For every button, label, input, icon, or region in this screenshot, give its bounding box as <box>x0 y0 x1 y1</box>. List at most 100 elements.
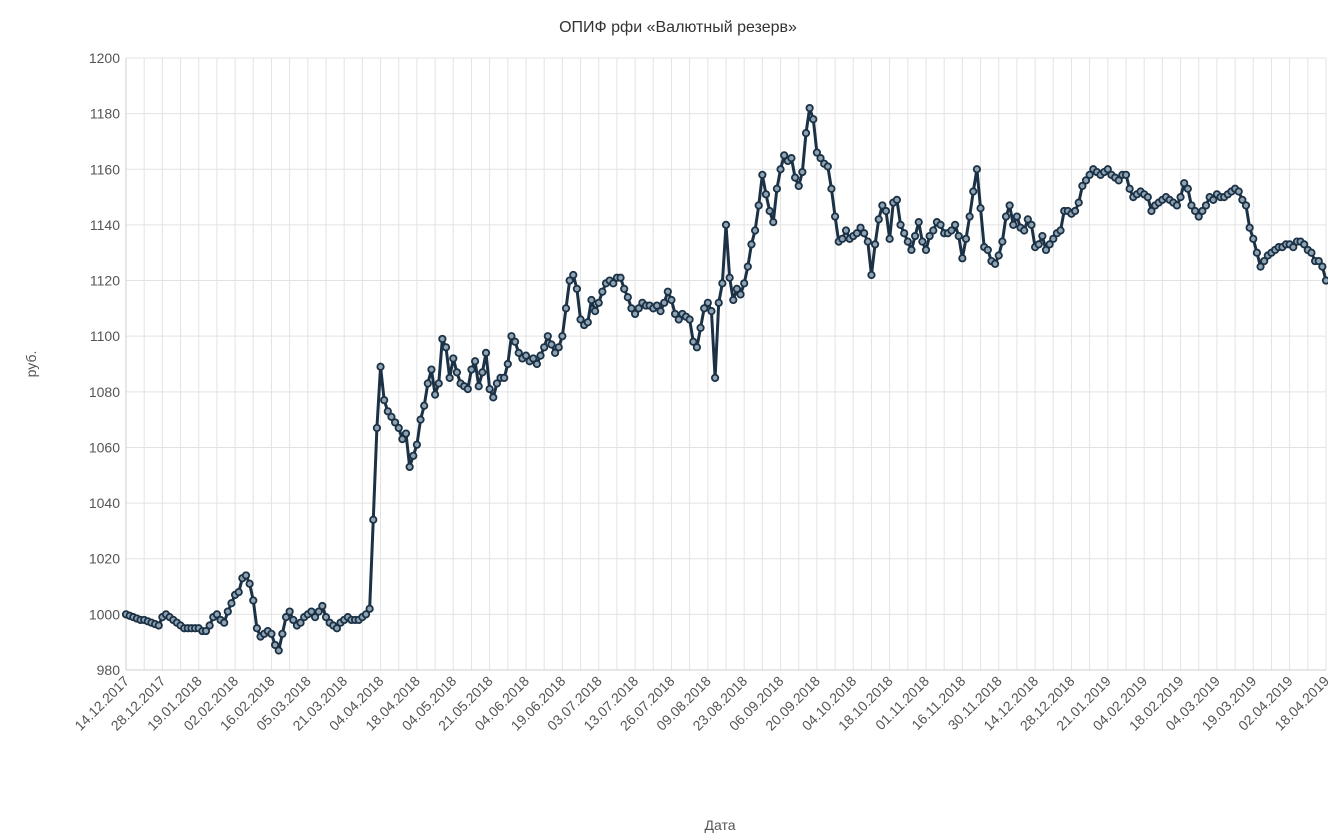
data-point <box>994 251 1003 260</box>
data-point <box>576 315 585 324</box>
data-point <box>481 348 491 357</box>
data-point <box>1289 243 1298 252</box>
data-point <box>405 462 414 472</box>
data-point <box>241 571 251 580</box>
data-point <box>1023 215 1032 224</box>
data-point <box>1249 234 1258 243</box>
data-point <box>492 379 502 388</box>
data-point <box>998 237 1007 246</box>
data-point <box>550 348 560 357</box>
data-point <box>830 212 840 221</box>
data-point <box>972 165 982 174</box>
data-point <box>332 624 342 633</box>
data-point <box>805 103 814 113</box>
data-point <box>1078 181 1087 191</box>
data-point <box>590 307 600 316</box>
data-point <box>1114 176 1123 185</box>
data-point <box>809 115 818 124</box>
data-point <box>1187 201 1196 210</box>
data-point <box>561 304 571 313</box>
data-point <box>423 379 432 388</box>
data-point <box>267 629 276 638</box>
data-point <box>667 295 676 305</box>
data-point <box>660 298 669 307</box>
data-point <box>950 220 960 230</box>
data-point <box>296 618 305 627</box>
data-point <box>398 435 407 444</box>
data-point <box>572 284 582 293</box>
data-point <box>965 212 974 221</box>
data-point <box>510 337 520 346</box>
data-point <box>478 368 487 377</box>
data-point <box>736 290 745 299</box>
data-point <box>718 279 727 288</box>
data-point <box>252 624 262 633</box>
data-point <box>729 295 738 305</box>
data-point <box>234 588 243 597</box>
data-point <box>1318 262 1327 271</box>
data-point <box>1245 223 1254 232</box>
data-point <box>281 613 291 622</box>
data-point <box>365 604 374 613</box>
data-point <box>827 184 836 193</box>
data-point <box>1198 206 1207 216</box>
data-point <box>1081 176 1091 185</box>
data-point <box>227 599 236 608</box>
data-point <box>1143 192 1152 202</box>
data-point <box>616 273 625 282</box>
data-point <box>863 237 872 246</box>
data-point <box>1038 231 1047 241</box>
data-point <box>1056 226 1065 235</box>
data-point <box>278 629 287 638</box>
data-point <box>732 284 742 293</box>
data-point <box>289 615 298 625</box>
data-point <box>1183 184 1192 193</box>
data-point <box>212 610 222 619</box>
data-point <box>1300 240 1309 249</box>
data-point <box>947 226 956 235</box>
data-point <box>587 295 596 305</box>
x-gridlines <box>125 58 1327 670</box>
data-point <box>1085 170 1094 179</box>
data-point <box>540 343 549 352</box>
y-tick-labels: 980 1000 1020 1040 1060 1080 1100 1120 1140 1160 1… <box>89 50 120 678</box>
data-point <box>507 332 516 341</box>
data-point <box>1180 179 1189 188</box>
data-point <box>452 368 462 377</box>
data-point <box>721 220 731 230</box>
data-point <box>914 218 923 227</box>
data-point <box>1074 198 1083 207</box>
data-point <box>725 273 734 282</box>
data-point <box>990 259 1000 268</box>
data-point <box>583 318 592 327</box>
data-point <box>1176 192 1185 202</box>
data-point <box>794 181 803 191</box>
data-point <box>798 167 807 177</box>
data-point <box>220 618 229 627</box>
data-point <box>201 626 211 636</box>
data-point <box>438 334 447 344</box>
data-point <box>1321 276 1328 285</box>
data-point <box>1194 212 1203 221</box>
y-tick-label: 1020 <box>89 551 120 567</box>
data-point <box>270 640 280 650</box>
data-point <box>765 206 774 216</box>
data-point <box>416 415 425 424</box>
data-point <box>976 204 985 213</box>
data-point <box>467 365 476 374</box>
data-point <box>983 245 992 255</box>
y-tick-label: 1100 <box>90 328 120 344</box>
data-point <box>529 354 538 363</box>
data-point <box>500 373 509 383</box>
y-tick-label: 1060 <box>89 439 120 455</box>
data-point <box>543 332 552 341</box>
data-point <box>430 390 440 399</box>
data-point <box>598 287 607 296</box>
data-point <box>1020 226 1029 235</box>
data-point <box>1034 240 1043 249</box>
data-point <box>714 298 723 307</box>
data-point <box>463 384 472 394</box>
data-point <box>892 195 902 204</box>
data-point <box>387 412 396 421</box>
data-point <box>663 287 672 296</box>
